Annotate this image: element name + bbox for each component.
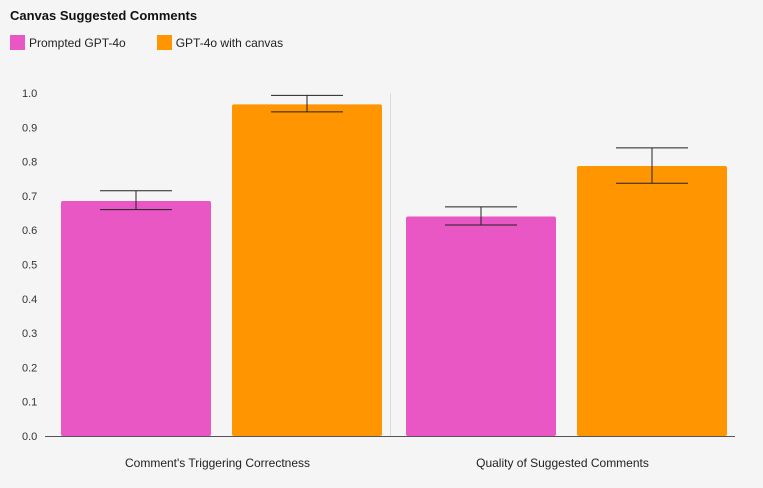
bar [61, 201, 211, 436]
legend-label-canvas: GPT-4o with canvas [175, 35, 284, 50]
y-tick-label: 0.1 [22, 397, 37, 409]
y-tick-label: 0.9 [22, 122, 37, 134]
y-tick-label: 0.0 [22, 431, 37, 443]
x-category-label: Quality of Suggested Comments [476, 456, 649, 470]
x-category-label: Comment's Triggering Correctness [125, 456, 310, 470]
bar [232, 104, 382, 436]
legend-item-canvas: GPT-4o with canvas [156, 35, 284, 50]
bar [577, 166, 727, 436]
chart-title: Canvas Suggested Comments [10, 8, 198, 23]
y-tick-label: 0.6 [22, 225, 37, 237]
y-tick-label: 0.2 [22, 362, 37, 374]
y-tick-label: 0.5 [22, 260, 37, 272]
legend-item-prompted: Prompted GPT-4o [10, 35, 126, 50]
legend-swatch-canvas [156, 35, 172, 50]
legend-swatch-prompted [10, 35, 25, 50]
legend-label-prompted: Prompted GPT-4o [29, 35, 126, 50]
chart-legend: Prompted GPT-4o GPT-4o with canvas [10, 35, 314, 50]
y-tick-label: 1.0 [22, 88, 37, 100]
bar [406, 216, 556, 436]
y-tick-label: 0.3 [22, 328, 37, 340]
y-tick-label: 0.8 [22, 157, 37, 169]
y-tick-label: 0.4 [22, 294, 37, 306]
y-tick-label: 0.7 [22, 191, 37, 203]
